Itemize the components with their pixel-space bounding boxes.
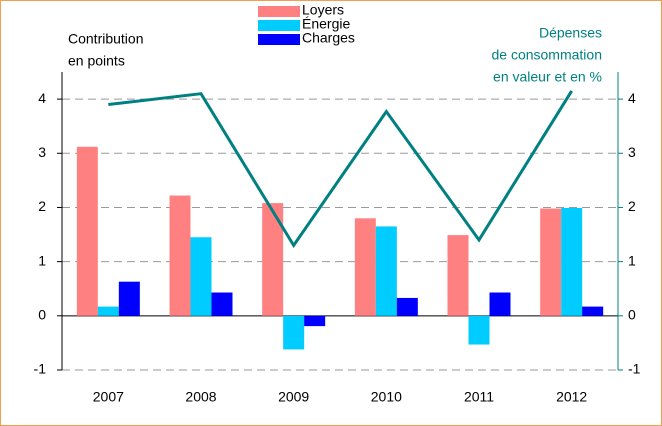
bar (582, 306, 604, 316)
y2-axis-label: en valeur et en % (493, 69, 602, 85)
bar (169, 195, 191, 316)
legend-label: Énergie (302, 16, 350, 32)
bar (190, 237, 212, 316)
bar (561, 207, 583, 316)
bar (304, 315, 326, 327)
legend-label: Charges (302, 30, 355, 46)
y-tick-label: 1 (38, 252, 46, 268)
y2-tick-label: 1 (628, 252, 636, 268)
x-tick-label: 2008 (185, 389, 216, 405)
bar (489, 292, 511, 316)
y2-tick-label: 0 (628, 307, 636, 323)
y2-axis-label: Dépenses (539, 25, 602, 41)
y-tick-label: 2 (38, 198, 46, 214)
bar (447, 235, 469, 316)
bar (118, 281, 140, 316)
y-tick-label: 0 (38, 307, 46, 323)
legend-swatch (258, 6, 300, 17)
y-axis-label: Contribution (68, 31, 144, 47)
bar (396, 297, 418, 316)
y2-tick-label: -1 (628, 361, 641, 377)
y2-tick-label: 2 (628, 198, 636, 214)
bar (76, 146, 98, 316)
y-tick-label: -1 (34, 361, 47, 377)
y-axis-label: en points (68, 53, 125, 69)
line-series (108, 90, 573, 249)
bar (354, 218, 376, 316)
bar (97, 306, 119, 316)
y2-tick-label: 4 (628, 90, 636, 106)
x-tick-label: 2007 (93, 389, 124, 405)
y-tick-label: 4 (38, 90, 46, 106)
bar (468, 315, 490, 345)
x-tick-label: 2012 (556, 389, 587, 405)
bar (540, 208, 562, 316)
x-tick-label: 2011 (464, 389, 494, 405)
x-tick-label: 2010 (371, 389, 402, 405)
y-tick-label: 3 (38, 144, 46, 160)
bar (283, 315, 305, 350)
y2-axis-label: de consommation (491, 47, 602, 63)
legend-swatch (258, 20, 300, 31)
bar (262, 203, 284, 316)
legend-label: Loyers (302, 2, 344, 18)
legend-swatch (258, 34, 300, 45)
y2-tick-label: 3 (628, 144, 636, 160)
bar (211, 292, 233, 316)
bar (375, 226, 397, 316)
x-tick-label: 2009 (278, 389, 309, 405)
